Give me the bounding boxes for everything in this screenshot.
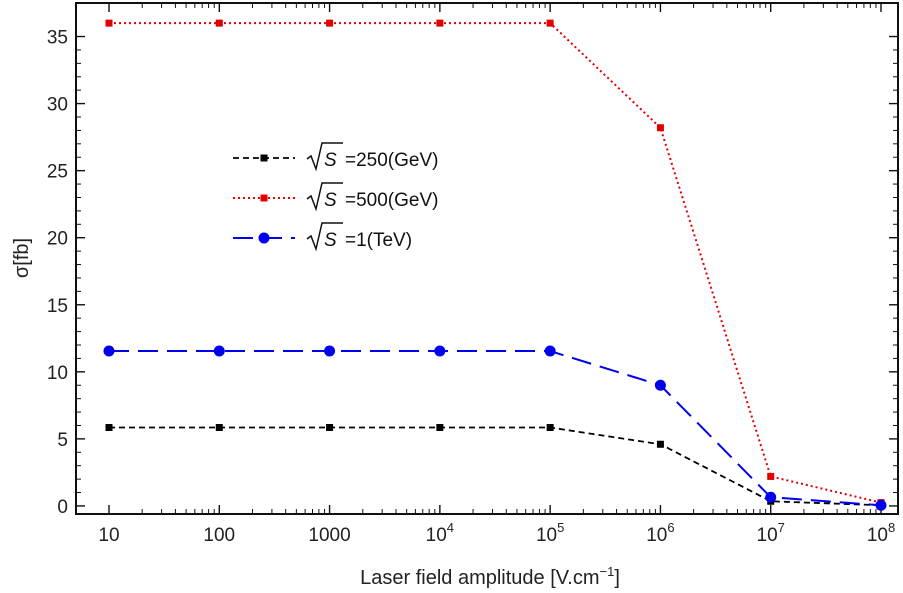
data-point — [767, 472, 775, 480]
x-tick-label: 108 — [867, 520, 895, 546]
x-tick-base: 10 — [646, 525, 667, 546]
x-tick-base: 10 — [536, 525, 557, 546]
data-point — [654, 379, 666, 391]
legend-label: =500(GeV) — [345, 190, 438, 211]
x-tick-label: 105 — [536, 520, 564, 546]
x-axis-title-end: ] — [614, 567, 620, 589]
data-point — [324, 345, 336, 357]
data-point — [436, 19, 444, 27]
data-point — [436, 423, 444, 431]
x-tick-label: 100 — [203, 525, 235, 546]
data-point — [546, 19, 554, 27]
legend-sqrt-symbol — [306, 222, 343, 252]
data-point — [105, 423, 113, 431]
x-axis-title: Laser field amplitude [V.cm−1] — [360, 564, 620, 589]
x-tick-label: 10 — [98, 525, 119, 546]
data-point — [326, 423, 334, 431]
x-tick-exp: 8 — [888, 520, 895, 535]
x-tick-base: 10 — [98, 525, 119, 546]
y-axis-title-text: σ[fb] — [11, 238, 33, 278]
data-point — [765, 491, 777, 503]
x-axis-title-main: Laser field amplitude [V.cm — [360, 567, 599, 589]
x-tick-label: 104 — [426, 520, 454, 546]
x-axis-ticks: 10 100 1000 104 105 106 107 108 — [98, 3, 895, 546]
legend-marker — [258, 232, 270, 244]
data-point — [656, 440, 664, 448]
x-tick-exp: 5 — [557, 520, 564, 535]
x-tick-exp: 7 — [778, 520, 785, 535]
series-line — [109, 350, 882, 507]
legend-sqrt-var: S — [324, 230, 337, 251]
y-tick-label: 20 — [47, 229, 68, 250]
legend-marker — [260, 194, 268, 202]
x-axis-title-exp: −1 — [600, 564, 615, 579]
x-tick-label: 107 — [757, 520, 785, 546]
x-tick-base: 10 — [757, 525, 778, 546]
legend-sqrt-var: S — [324, 190, 337, 211]
y-axis-title: σ[fb] — [11, 238, 33, 278]
data-point — [105, 19, 113, 27]
y-tick-label: 15 — [47, 296, 68, 317]
y-tick-label: 5 — [57, 430, 68, 451]
y-tick-label: 25 — [47, 162, 68, 183]
y-tick-label: 35 — [47, 28, 68, 49]
y-tick-label: 30 — [47, 95, 68, 116]
series-line — [109, 22, 882, 504]
legend-label: =1(TeV) — [345, 230, 412, 251]
data-point — [656, 124, 664, 132]
legend-label: =250(GeV) — [345, 150, 438, 171]
legend-sqrt-symbol — [306, 182, 343, 212]
x-tick-label: 1000 — [308, 525, 350, 546]
series-layer — [103, 19, 887, 511]
x-tick-exp: 4 — [447, 520, 454, 535]
data-point — [103, 345, 115, 357]
y-tick-label: 0 — [57, 497, 68, 518]
data-point — [875, 499, 887, 511]
legend-marker — [260, 154, 268, 162]
x-tick-exp: 6 — [667, 520, 674, 535]
y-tick-label: 10 — [47, 363, 68, 384]
series-line — [109, 426, 882, 507]
data-point — [544, 345, 556, 357]
x-tick-base: 1000 — [308, 525, 350, 546]
plot-frame — [75, 2, 899, 515]
x-tick-base: 10 — [426, 525, 447, 546]
data-point — [213, 345, 225, 357]
x-tick-base: 100 — [203, 525, 235, 546]
legend: S =250(GeV) S =500(GeV) S =1(TeV) — [233, 142, 438, 252]
data-point — [215, 19, 223, 27]
data-point — [434, 345, 446, 357]
data-point — [215, 423, 223, 431]
legend-sqrt-symbol — [306, 142, 343, 172]
x-tick-base: 10 — [867, 525, 888, 546]
legend-sqrt-var: S — [324, 150, 337, 171]
data-point — [546, 423, 554, 431]
x-tick-label: 106 — [646, 520, 674, 546]
data-point — [326, 19, 334, 27]
y-axis-ticks: 0 5 10 15 20 25 30 35 — [47, 28, 898, 518]
